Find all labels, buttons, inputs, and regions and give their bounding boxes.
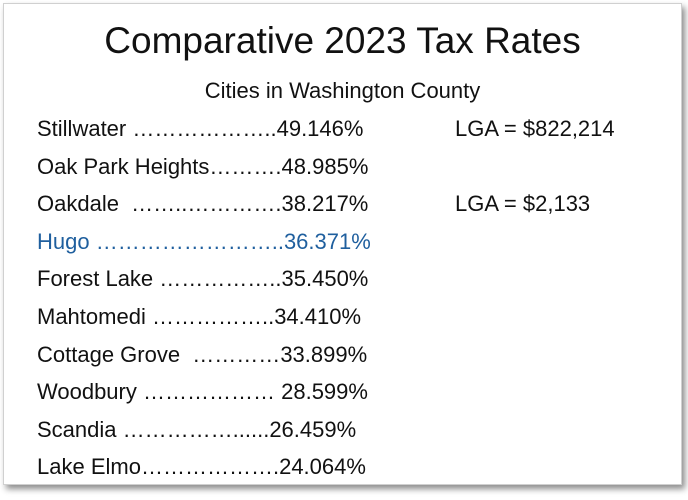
tax-rate: 34.410% — [274, 304, 362, 329]
rate-row: Hugo ……………………..36.371% — [37, 229, 371, 259]
tax-rate: 48.985% — [281, 153, 369, 179]
city-name: Mahtomedi — [37, 304, 146, 329]
slide: Comparative 2023 Tax Rates Cities in Was… — [3, 3, 682, 485]
dot-leader: …………….. — [145, 304, 275, 329]
city-name: Scandia — [37, 416, 117, 442]
dot-leader: ……..…………. — [118, 191, 282, 217]
dot-leader: ……………… — [136, 379, 282, 405]
rate-row: Forest Lake ……………..35.450% — [37, 266, 368, 296]
rate-row: Mahtomedi ……………..34.410% — [37, 304, 361, 334]
tax-rate: 24.064% — [279, 454, 366, 480]
city-name: Stillwater — [37, 116, 127, 141]
tax-rate: 33.899% — [280, 341, 368, 367]
rate-row: Woodbury ……………… 28.599% — [37, 379, 368, 409]
rate-row: Oak Park Heights……….48.985% — [37, 154, 368, 184]
city-name: Oakdale — [37, 191, 119, 217]
tax-rate: 26.459% — [269, 416, 357, 442]
city-name: Cottage Grove — [37, 341, 181, 367]
rate-row: Scandia ……………......26.459% — [37, 417, 356, 447]
tax-rate: 38.217% — [281, 191, 369, 217]
dot-leader: …………….. — [153, 266, 282, 292]
rate-row: Lake Elmo……………….24.064% — [37, 454, 366, 484]
lga-note: LGA = $822,214 — [455, 116, 615, 141]
lga-note: LGA = $2,133 — [455, 191, 591, 217]
tax-rate: 35.450% — [281, 266, 369, 292]
dot-leader: ………. — [209, 153, 282, 179]
rate-row: Stillwater ………………..49.146% — [37, 116, 363, 146]
city-name: Lake Elmo — [37, 454, 141, 480]
dot-leader: ……………...... — [116, 416, 270, 442]
rate-row: Oakdale ……..………….38.217% — [37, 191, 368, 221]
city-name: Woodbury — [37, 379, 137, 405]
city-name: Forest Lake — [37, 266, 154, 292]
city-name: Hugo — [37, 228, 90, 254]
tax-rate: 28.599% — [281, 379, 368, 405]
rate-row: Cottage Grove …………33.899% — [37, 342, 367, 372]
tax-rate: 49.146% — [276, 116, 364, 141]
tax-rate: 36.371% — [283, 228, 371, 254]
dot-leader: …………………….. — [89, 228, 284, 254]
dot-leader: ………………. — [140, 454, 280, 480]
dot-leader: ……………….. — [126, 116, 277, 141]
dot-leader: ………… — [180, 341, 281, 367]
city-name: Oak Park Heights — [37, 153, 210, 179]
slide-title: Comparative 2023 Tax Rates — [104, 20, 581, 61]
slide-subtitle: Cities in Washington County — [204, 78, 481, 103]
